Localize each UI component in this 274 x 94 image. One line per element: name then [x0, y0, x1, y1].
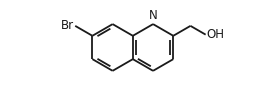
Text: OH: OH [207, 28, 225, 41]
Text: Br: Br [61, 19, 74, 32]
Text: N: N [149, 9, 158, 22]
